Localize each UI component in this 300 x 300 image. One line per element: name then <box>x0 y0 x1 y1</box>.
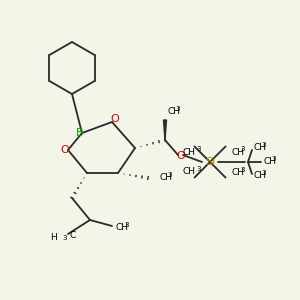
Text: H: H <box>50 233 57 242</box>
Text: 3: 3 <box>262 142 266 148</box>
Text: CH: CH <box>116 224 129 232</box>
Text: CH: CH <box>183 167 196 176</box>
Text: CH: CH <box>167 107 180 116</box>
Text: CH: CH <box>183 148 196 157</box>
Text: CH: CH <box>159 173 172 182</box>
Text: C: C <box>70 232 76 241</box>
Text: 3: 3 <box>272 156 276 162</box>
Text: 3: 3 <box>63 235 67 241</box>
Text: 3: 3 <box>262 170 266 176</box>
Text: O: O <box>61 145 69 155</box>
Text: CH: CH <box>232 148 244 157</box>
Polygon shape <box>164 120 166 140</box>
Text: B: B <box>76 128 84 138</box>
Text: O: O <box>111 114 119 124</box>
Text: CH: CH <box>253 172 266 181</box>
Text: 3: 3 <box>176 106 180 112</box>
Text: Si: Si <box>205 157 215 167</box>
Text: 3: 3 <box>196 146 201 152</box>
Text: 3: 3 <box>168 172 172 178</box>
Text: CH: CH <box>263 158 276 166</box>
Text: CH: CH <box>253 143 266 152</box>
Text: O: O <box>177 151 185 161</box>
Text: 3: 3 <box>240 146 245 152</box>
Text: 3: 3 <box>125 222 129 228</box>
Text: 3: 3 <box>240 167 245 172</box>
Text: 3: 3 <box>196 166 201 172</box>
Text: CH: CH <box>232 168 244 177</box>
